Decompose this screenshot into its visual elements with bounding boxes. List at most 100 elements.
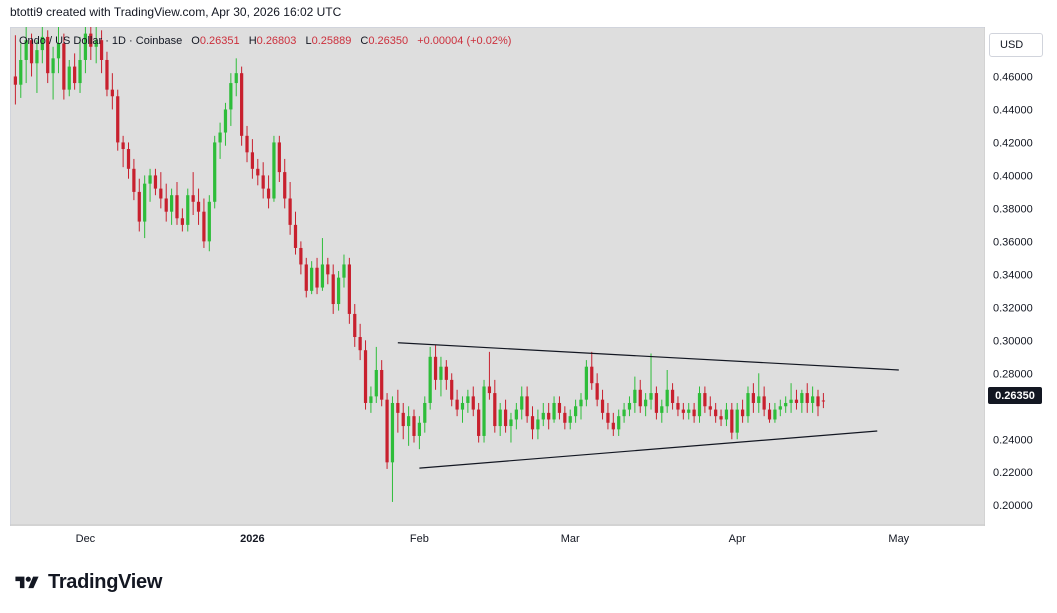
price-tick-label: 0.44000 bbox=[993, 104, 1033, 116]
candle bbox=[385, 393, 389, 469]
candle bbox=[126, 142, 131, 179]
candlestick-chart[interactable]: 0.46000 0.44000 0.42000 0.40000 0.38000 0.360… bbox=[10, 27, 1047, 552]
candle-body bbox=[24, 40, 28, 60]
candle bbox=[99, 30, 104, 74]
candle bbox=[746, 386, 750, 423]
candle bbox=[83, 27, 88, 74]
candle bbox=[288, 182, 292, 235]
candle bbox=[331, 264, 335, 314]
candle bbox=[493, 379, 497, 433]
candle bbox=[633, 376, 637, 413]
candle bbox=[676, 396, 680, 417]
candle-body bbox=[315, 267, 319, 288]
candle-body bbox=[396, 402, 400, 413]
candle bbox=[175, 182, 179, 225]
candle bbox=[498, 402, 502, 436]
trendline-layer bbox=[397, 342, 899, 469]
candle-body bbox=[428, 356, 432, 403]
candle-body bbox=[665, 389, 669, 407]
candle-body bbox=[336, 277, 341, 305]
candle bbox=[660, 399, 664, 423]
candle bbox=[148, 168, 152, 202]
candle-body bbox=[800, 393, 804, 403]
candle-body bbox=[35, 50, 39, 64]
candle-body bbox=[627, 402, 632, 410]
candle-body bbox=[687, 409, 691, 413]
tradingview-logo[interactable]: TradingView bbox=[12, 571, 162, 594]
candle-body bbox=[644, 399, 648, 407]
legend-open-value: 0.26351 bbox=[199, 35, 240, 47]
candle-body bbox=[245, 135, 249, 153]
currency-button[interactable]: USD bbox=[989, 33, 1043, 57]
price-axis: 0.46000 0.44000 0.42000 0.40000 0.38000 0.360… bbox=[993, 71, 1033, 512]
candle bbox=[105, 51, 109, 97]
candle bbox=[186, 188, 190, 232]
legend-high-value: 0.26803 bbox=[256, 35, 297, 47]
candle bbox=[363, 340, 368, 410]
candle-body bbox=[342, 264, 346, 278]
candle bbox=[223, 102, 228, 146]
candle bbox=[390, 396, 395, 502]
candle-body bbox=[719, 416, 723, 420]
candle bbox=[46, 30, 50, 84]
candle bbox=[617, 409, 621, 436]
candle bbox=[121, 135, 125, 168]
candle-body bbox=[121, 142, 125, 150]
candle-body bbox=[573, 406, 578, 417]
candle-body bbox=[293, 224, 298, 248]
candle-body bbox=[374, 369, 378, 397]
candle-body bbox=[514, 409, 518, 420]
candle bbox=[487, 351, 492, 400]
price-tick-label: 0.28000 bbox=[993, 368, 1033, 380]
price-tick-label: 0.40000 bbox=[993, 170, 1033, 182]
candle-body bbox=[159, 188, 163, 199]
time-axis-background bbox=[10, 526, 985, 552]
candle-body bbox=[740, 409, 745, 417]
candle bbox=[56, 27, 61, 74]
candle-body bbox=[186, 195, 190, 225]
candle bbox=[514, 402, 518, 430]
candle-body bbox=[584, 366, 588, 400]
candle bbox=[202, 198, 206, 248]
candle-body bbox=[202, 211, 206, 242]
candle-body bbox=[460, 402, 465, 410]
candle bbox=[536, 409, 540, 440]
candle bbox=[622, 402, 626, 423]
candle-body bbox=[73, 66, 77, 84]
candle bbox=[687, 402, 691, 420]
candle bbox=[89, 27, 93, 60]
candle bbox=[670, 383, 675, 410]
time-tick-label: Dec bbox=[76, 533, 96, 545]
candle-body bbox=[46, 36, 50, 74]
candle-body bbox=[498, 409, 502, 427]
candle-body bbox=[310, 267, 314, 291]
candle bbox=[800, 389, 804, 413]
candle bbox=[595, 373, 599, 407]
candle-body bbox=[256, 168, 260, 176]
candle bbox=[439, 356, 443, 397]
candle bbox=[159, 172, 163, 209]
price-tick-label: 0.32000 bbox=[993, 302, 1033, 314]
candle bbox=[347, 257, 351, 324]
trendline-lower[interactable] bbox=[419, 430, 878, 469]
candle bbox=[644, 393, 648, 417]
candle-body bbox=[816, 396, 820, 407]
candle bbox=[67, 59, 71, 97]
candle bbox=[29, 33, 34, 77]
candle-body bbox=[568, 416, 572, 423]
candle bbox=[304, 257, 308, 298]
candle-body bbox=[590, 366, 594, 384]
legend-close-label: C bbox=[360, 35, 369, 47]
trendline-upper[interactable] bbox=[397, 342, 899, 371]
candle bbox=[805, 383, 809, 413]
candle-body bbox=[105, 59, 109, 90]
candle bbox=[401, 402, 405, 440]
candle-body bbox=[196, 201, 201, 212]
candle-body bbox=[218, 132, 222, 143]
candle-body bbox=[78, 59, 82, 84]
candle-body bbox=[277, 142, 281, 173]
candle bbox=[627, 396, 632, 417]
last-price-badge: 0.26350 bbox=[988, 387, 1042, 404]
candle-body bbox=[191, 195, 195, 202]
price-tick-label: 0.30000 bbox=[993, 335, 1033, 347]
